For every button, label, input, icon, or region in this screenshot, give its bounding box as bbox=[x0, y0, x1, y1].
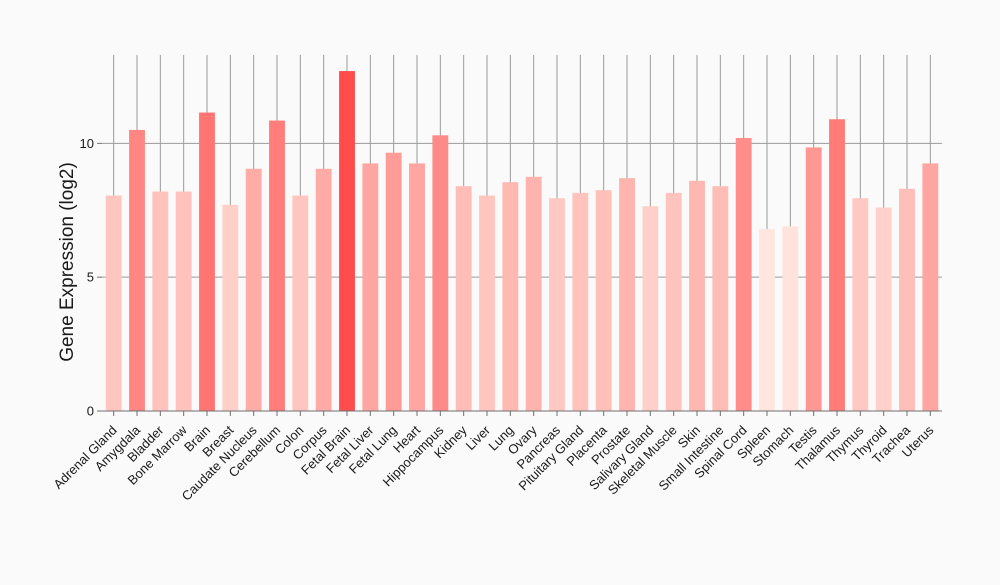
bar-testis bbox=[805, 147, 822, 411]
bar-pituitary-gland bbox=[572, 192, 589, 411]
bar-liver bbox=[479, 195, 495, 411]
bar-bladder bbox=[152, 191, 169, 411]
bar-adrenal-gland bbox=[105, 195, 122, 411]
bar-skeletal-muscle bbox=[665, 192, 682, 411]
bar-amygdala bbox=[129, 129, 145, 411]
bar-corpus bbox=[315, 168, 332, 411]
bar-uterus bbox=[922, 163, 939, 411]
bar-thymus bbox=[852, 198, 869, 411]
bar-brain bbox=[199, 112, 215, 412]
bar-placenta bbox=[595, 190, 612, 411]
bar-fetal-liver bbox=[362, 163, 379, 411]
bar-stomach bbox=[782, 226, 799, 411]
bar-skin bbox=[689, 180, 705, 411]
bar-small-intestine bbox=[712, 186, 729, 411]
bar-caudate-nucleus bbox=[245, 168, 262, 411]
y-tick-label: 10 bbox=[80, 136, 94, 151]
bar-thalamus bbox=[829, 119, 845, 412]
bar-spleen bbox=[759, 228, 775, 411]
bar-hippocampus bbox=[432, 135, 449, 412]
bar-pancreas bbox=[549, 198, 565, 411]
bar-fetal-lung bbox=[385, 152, 402, 411]
x-tick-label: Liver bbox=[463, 422, 494, 453]
bar-thyroid bbox=[875, 207, 892, 411]
bar-bone-marrow bbox=[175, 191, 192, 411]
bar-salivary-gland bbox=[642, 206, 659, 411]
bar-prostate bbox=[619, 178, 635, 411]
bar-heart bbox=[409, 163, 425, 411]
bar-lung bbox=[502, 182, 519, 411]
y-tick-label: 0 bbox=[87, 404, 94, 419]
bar-trachea bbox=[899, 188, 915, 411]
bar-breast bbox=[222, 204, 239, 411]
bar-colon bbox=[292, 195, 309, 411]
bar-ovary bbox=[525, 176, 542, 411]
bar-spinal-cord bbox=[735, 137, 752, 412]
bar-layer bbox=[105, 71, 939, 412]
y-tick-label: 5 bbox=[87, 270, 94, 285]
bar-cerebellum bbox=[269, 120, 285, 411]
bar-kidney bbox=[455, 186, 472, 411]
y-axis-title: Gene Expression (log2) bbox=[57, 162, 78, 362]
bar-fetal-brain bbox=[339, 71, 355, 411]
